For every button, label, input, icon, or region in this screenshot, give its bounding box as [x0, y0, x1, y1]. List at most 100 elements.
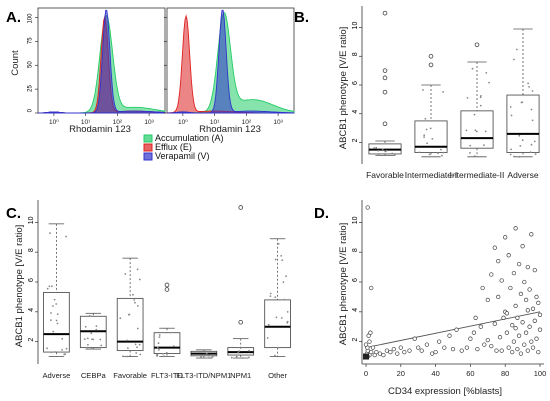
data-point	[280, 317, 283, 319]
box-cebpa	[79, 312, 107, 350]
scatter-point	[529, 339, 534, 344]
scatter-point	[471, 330, 477, 335]
histogram-y-tick-label: 0	[28, 108, 34, 112]
data-point	[275, 316, 278, 319]
overlap-marker	[363, 353, 369, 360]
scatter-point	[496, 294, 501, 300]
data-point	[133, 299, 136, 301]
data-point	[418, 151, 421, 154]
data-point	[377, 149, 380, 152]
data-point	[237, 351, 240, 354]
data-point	[473, 155, 476, 158]
panel-c-plot-area: 2 4 6 8 10 Adverse CEBPa Favorable FLT3-ITDFLT3-…	[28, 200, 291, 380]
outlier-point	[164, 282, 170, 288]
box-intermediate-i	[414, 53, 448, 158]
data-point	[384, 150, 387, 153]
data-point	[285, 275, 287, 278]
data-point	[527, 82, 529, 85]
scatter-point	[530, 345, 536, 350]
scatter-point	[459, 348, 464, 353]
scatter-point	[370, 345, 376, 350]
scatter-point	[429, 351, 435, 356]
box-favorable	[368, 10, 402, 157]
data-point	[373, 147, 375, 149]
data-point	[119, 317, 122, 320]
histogram-x-tick-label: 10¹	[81, 119, 91, 126]
data-point	[230, 356, 233, 359]
data-point	[516, 48, 518, 51]
outlier-point	[238, 319, 244, 325]
data-point	[126, 339, 129, 342]
scatter-point	[522, 279, 527, 285]
data-point	[465, 129, 468, 132]
data-point	[442, 91, 444, 93]
box-iqr	[414, 120, 448, 153]
histogram-x-tick-label: 10²	[242, 119, 252, 126]
box-iqr	[43, 291, 70, 353]
data-point	[274, 354, 276, 357]
scatter-point	[508, 285, 513, 291]
data-point	[136, 268, 139, 271]
x-tick-label: Other	[268, 371, 287, 380]
x-tick-label: 80	[501, 369, 509, 378]
data-point	[521, 139, 524, 142]
data-point	[469, 144, 472, 147]
panel-a-right-histogram: 10⁰ 10¹ 10² 10³	[164, 7, 295, 126]
data-point	[138, 343, 141, 346]
data-point	[471, 67, 474, 70]
data-point	[51, 285, 53, 288]
y-tick-label: 10	[28, 216, 35, 224]
x-tick-label: Adverse	[507, 170, 538, 180]
histogram-y-tick-label: 75	[28, 37, 34, 44]
box-iqr	[116, 297, 144, 352]
data-point	[488, 81, 490, 84]
data-point	[200, 356, 202, 358]
scatter-point	[513, 303, 518, 309]
data-point	[86, 346, 89, 349]
y-tick-label: 8	[352, 248, 359, 252]
y-tick-label: 2	[352, 138, 359, 142]
verapamil-histogram	[38, 9, 166, 114]
y-tick-label: 4	[28, 308, 35, 312]
panel-a-y-label: Count	[10, 50, 21, 76]
scatter-point	[537, 312, 543, 317]
histogram-x-tick-label: 10¹	[210, 119, 220, 126]
data-point	[424, 117, 427, 120]
panel-d-scatter: ABCB1 phenotype [V/E ratio] CD34 express…	[338, 200, 546, 397]
data-point	[136, 305, 139, 307]
data-point	[266, 337, 269, 339]
scatter-point	[447, 333, 452, 338]
outlier-point	[382, 75, 388, 81]
y-tick-label: 8	[28, 248, 35, 252]
scatter-point	[369, 285, 374, 291]
data-point	[393, 154, 396, 157]
x-tick-label: 0	[364, 369, 368, 378]
legend-entry: Verapamil (V)	[155, 151, 210, 161]
scatter-point	[527, 287, 532, 292]
data-point	[274, 296, 277, 298]
data-point	[479, 96, 482, 99]
data-point	[423, 136, 425, 139]
scatter-point	[537, 327, 543, 332]
data-point	[510, 148, 512, 151]
data-point	[269, 292, 272, 295]
data-point	[509, 106, 512, 108]
data-point	[521, 101, 524, 104]
scatter-point	[412, 336, 417, 341]
outlier-point	[428, 62, 434, 68]
regression-line	[365, 311, 541, 349]
data-point	[90, 347, 93, 350]
scatter-point	[494, 348, 499, 353]
data-point	[50, 312, 52, 314]
data-point	[205, 352, 208, 355]
x-tick-label: Favorable	[366, 170, 404, 180]
data-point	[64, 353, 67, 356]
data-point	[124, 273, 127, 275]
scatter-point	[515, 315, 520, 320]
data-point	[375, 146, 378, 149]
data-point	[534, 153, 537, 156]
x-tick-label: Favorable	[113, 371, 147, 380]
data-point	[267, 323, 270, 326]
data-point	[61, 337, 64, 340]
